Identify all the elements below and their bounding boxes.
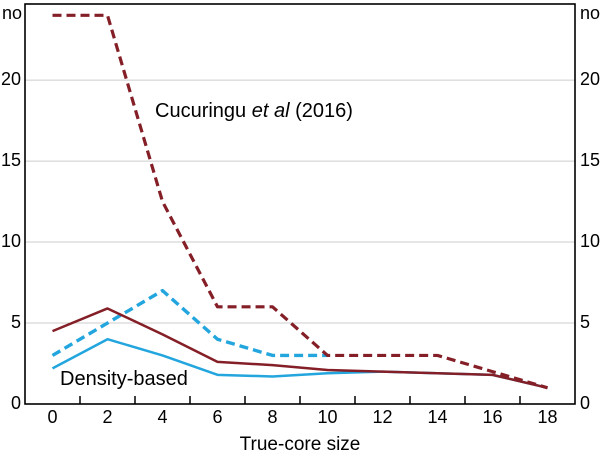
x-tick-label-16: 16 — [482, 407, 503, 427]
x-axis-title: True-core size — [239, 434, 361, 455]
cucuringu-label-etal: et al — [251, 100, 290, 122]
y-tick-label-right-0: 0 — [580, 393, 591, 413]
cucuringu-label-prefix: Cucuringu — [155, 100, 252, 122]
axis-ticks — [79, 396, 521, 404]
y-tick-label-right-10: 10 — [580, 231, 600, 252]
y-tick-label-left-5: 5 — [10, 312, 21, 333]
x-tick-label-10: 10 — [317, 407, 338, 427]
gridlines — [25, 79, 575, 324]
y-tick-label-right-15: 15 — [580, 150, 600, 171]
y-tick-label-left-0: 0 — [10, 393, 21, 413]
y-tick-label-right-20: 20 — [580, 69, 600, 90]
data-series — [51, 13, 548, 390]
density-based-label: Density-based — [60, 368, 188, 390]
y-tick-label-left-15: 15 — [0, 150, 21, 171]
x-tick-label-12: 12 — [372, 407, 393, 427]
x-tick-label-14: 14 — [427, 407, 448, 427]
cucuringu-label-suffix: (2016) — [289, 100, 353, 122]
cucuringu-solid-line — [52, 307, 548, 390]
density-dashed-line — [51, 288, 328, 358]
y-tick-label-left-20: 20 — [0, 69, 21, 90]
x-tick-label-18: 18 — [537, 407, 558, 427]
y-tick-label-right-5: 5 — [580, 312, 591, 333]
x-tick-label-2: 2 — [102, 407, 113, 427]
y-tick-label-left-10: 10 — [0, 231, 21, 252]
x-tick-label-0: 0 — [47, 407, 58, 427]
x-tick-label-8: 8 — [267, 407, 278, 427]
unit-label-left: no — [2, 3, 23, 23]
plot-border — [24, 3, 576, 405]
unit-label-right: no — [580, 3, 600, 23]
cucuringu-2016-label: Cucuringu et al (2016) — [155, 100, 353, 122]
cucuringu-dashed-line — [52, 13, 548, 390]
x-tick-label-6: 6 — [212, 407, 223, 427]
x-tick-label-4: 4 — [157, 407, 168, 427]
